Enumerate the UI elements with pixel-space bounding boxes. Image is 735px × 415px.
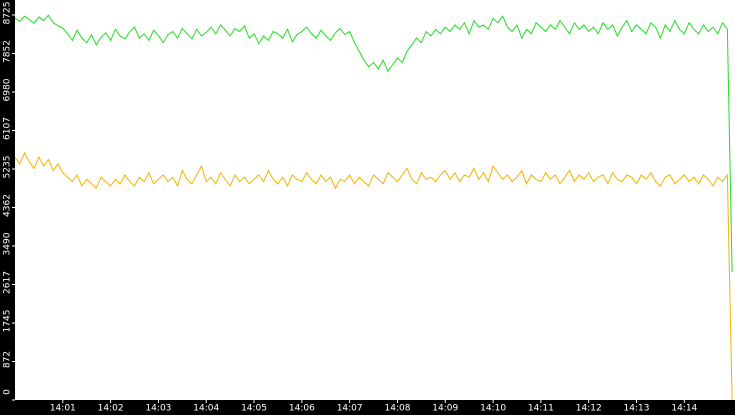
y-tick-label: 6107	[3, 117, 13, 140]
x-tick-label: 14:08	[385, 404, 411, 414]
x-tick-label: 14:09	[432, 404, 458, 414]
x-tick-label: 14:11	[528, 404, 554, 414]
x-tick-label: 14:07	[337, 404, 363, 414]
x-tick-label: 14:13	[624, 404, 650, 414]
y-tick-label: 7852	[3, 40, 13, 63]
y-axis-strip	[0, 0, 15, 415]
y-tick-label: 5235	[3, 156, 13, 179]
series-line	[14, 151, 733, 401]
x-tick-label: 14:01	[50, 404, 76, 414]
x-tick-label: 14:06	[289, 404, 315, 414]
series-line	[14, 14, 733, 273]
x-tick-label: 14:12	[576, 404, 602, 414]
y-tick-label: 3490	[3, 232, 13, 255]
x-tick-label: 14:14	[671, 404, 697, 414]
y-tick-label: 0	[3, 389, 13, 395]
x-tick-label: 14:04	[193, 404, 219, 414]
y-tick-label: 872	[3, 351, 13, 368]
y-tick-label: 1745	[3, 310, 13, 333]
x-tick-label: 14:02	[98, 404, 124, 414]
x-tick-label: 14:10	[480, 404, 506, 414]
y-tick-label: 2617	[3, 271, 13, 294]
y-tick-label: 8725	[3, 2, 13, 25]
x-tick-label: 14:03	[145, 404, 171, 414]
x-tick-label: 14:05	[241, 404, 267, 414]
y-tick-label: 6980	[3, 78, 13, 101]
y-tick-label: 4362	[3, 194, 13, 217]
x-axis-strip	[0, 400, 735, 415]
